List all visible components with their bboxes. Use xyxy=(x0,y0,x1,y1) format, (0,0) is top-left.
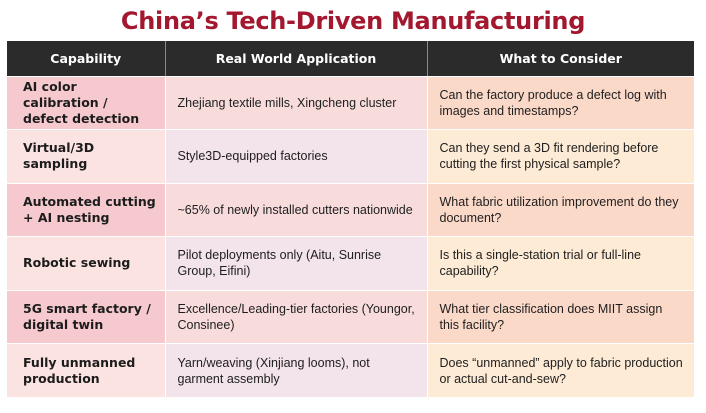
table-header: Capability Real World Application What t… xyxy=(7,41,694,77)
application-cell: Zhejiang textile mills, Xingcheng cluste… xyxy=(165,76,428,130)
table-row: Automated cutting + AI nesting ~65% of n… xyxy=(7,183,694,237)
consider-cell: What tier classification does MIIT assig… xyxy=(427,290,694,344)
application-cell: Excellence/Leading-tier factories (Young… xyxy=(165,290,428,344)
application-cell: Yarn/weaving (Xinjiang looms), not garme… xyxy=(165,343,428,397)
application-cell: ~65% of newly installed cutters nationwi… xyxy=(165,183,428,237)
table-row: Virtual/3D sampling Style3D-equipped fac… xyxy=(7,129,694,184)
header-row: Capability Real World Application What t… xyxy=(7,41,694,77)
consider-cell: Is this a single-station trial or full-l… xyxy=(427,236,694,291)
capability-cell: Virtual/3D sampling xyxy=(7,129,166,184)
comparison-table: Capability Real World Application What t… xyxy=(7,41,694,397)
table-row: 5G smart factory / digital twin Excellen… xyxy=(7,290,694,344)
header-application: Real World Application xyxy=(165,41,428,77)
consider-cell: What fabric utilization improvement do t… xyxy=(427,183,694,237)
table-body: AI color calibration / defect detection … xyxy=(7,76,694,397)
header-capability: Capability xyxy=(7,41,166,77)
application-cell: Pilot deployments only (Aitu, Sunrise Gr… xyxy=(165,236,428,291)
capability-cell: 5G smart factory / digital twin xyxy=(7,290,166,344)
capability-cell: AI color calibration / defect detection xyxy=(7,76,166,130)
header-consider: What to Consider xyxy=(427,41,694,77)
table-row: Robotic sewing Pilot deployments only (A… xyxy=(7,236,694,291)
capability-cell: Robotic sewing xyxy=(7,236,166,291)
capability-cell: Automated cutting + AI nesting xyxy=(7,183,166,237)
page-title: China’s Tech-Driven Manufacturing xyxy=(120,7,586,35)
comparison-table-container: Capability Real World Application What t… xyxy=(7,41,694,397)
table-row: Fully unmanned production Yarn/weaving (… xyxy=(7,343,694,397)
table-row: AI color calibration / defect detection … xyxy=(7,76,694,130)
consider-cell: Does “unmanned” apply to fabric producti… xyxy=(427,343,694,397)
capability-cell: Fully unmanned production xyxy=(7,343,166,397)
application-cell: Style3D-equipped factories xyxy=(165,129,428,184)
consider-cell: Can they send a 3D fit rendering before … xyxy=(427,129,694,184)
consider-cell: Can the factory produce a defect log wit… xyxy=(427,76,694,130)
